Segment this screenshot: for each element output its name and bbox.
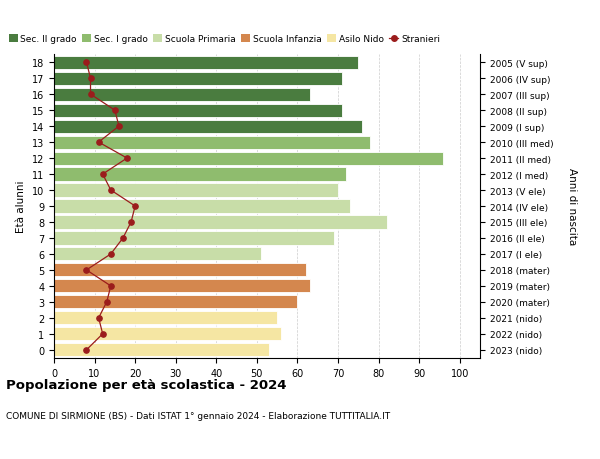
- Bar: [54, 343, 269, 357]
- Bar: [54, 152, 443, 165]
- Text: Popolazione per età scolastica - 2024: Popolazione per età scolastica - 2024: [6, 378, 287, 391]
- Text: COMUNE DI SIRMIONE (BS) - Dati ISTAT 1° gennaio 2024 - Elaborazione TUTTITALIA.I: COMUNE DI SIRMIONE (BS) - Dati ISTAT 1° …: [6, 411, 390, 420]
- Legend: Sec. II grado, Sec. I grado, Scuola Primaria, Scuola Infanzia, Asilo Nido, Stran: Sec. II grado, Sec. I grado, Scuola Prim…: [5, 31, 443, 48]
- Bar: [54, 73, 342, 85]
- Bar: [54, 296, 298, 309]
- Bar: [54, 328, 281, 341]
- Bar: [54, 248, 261, 261]
- Bar: [54, 216, 386, 229]
- Bar: [54, 280, 310, 293]
- Bar: [54, 200, 350, 213]
- Bar: [54, 56, 358, 70]
- Bar: [54, 312, 277, 325]
- Bar: [54, 264, 305, 277]
- Bar: [54, 232, 334, 245]
- Bar: [54, 104, 342, 118]
- Bar: [54, 89, 310, 101]
- Bar: [54, 184, 338, 197]
- Bar: [54, 136, 370, 149]
- Y-axis label: Anni di nascita: Anni di nascita: [567, 168, 577, 245]
- Bar: [54, 168, 346, 181]
- Bar: [54, 120, 362, 134]
- Y-axis label: Età alunni: Età alunni: [16, 180, 26, 233]
